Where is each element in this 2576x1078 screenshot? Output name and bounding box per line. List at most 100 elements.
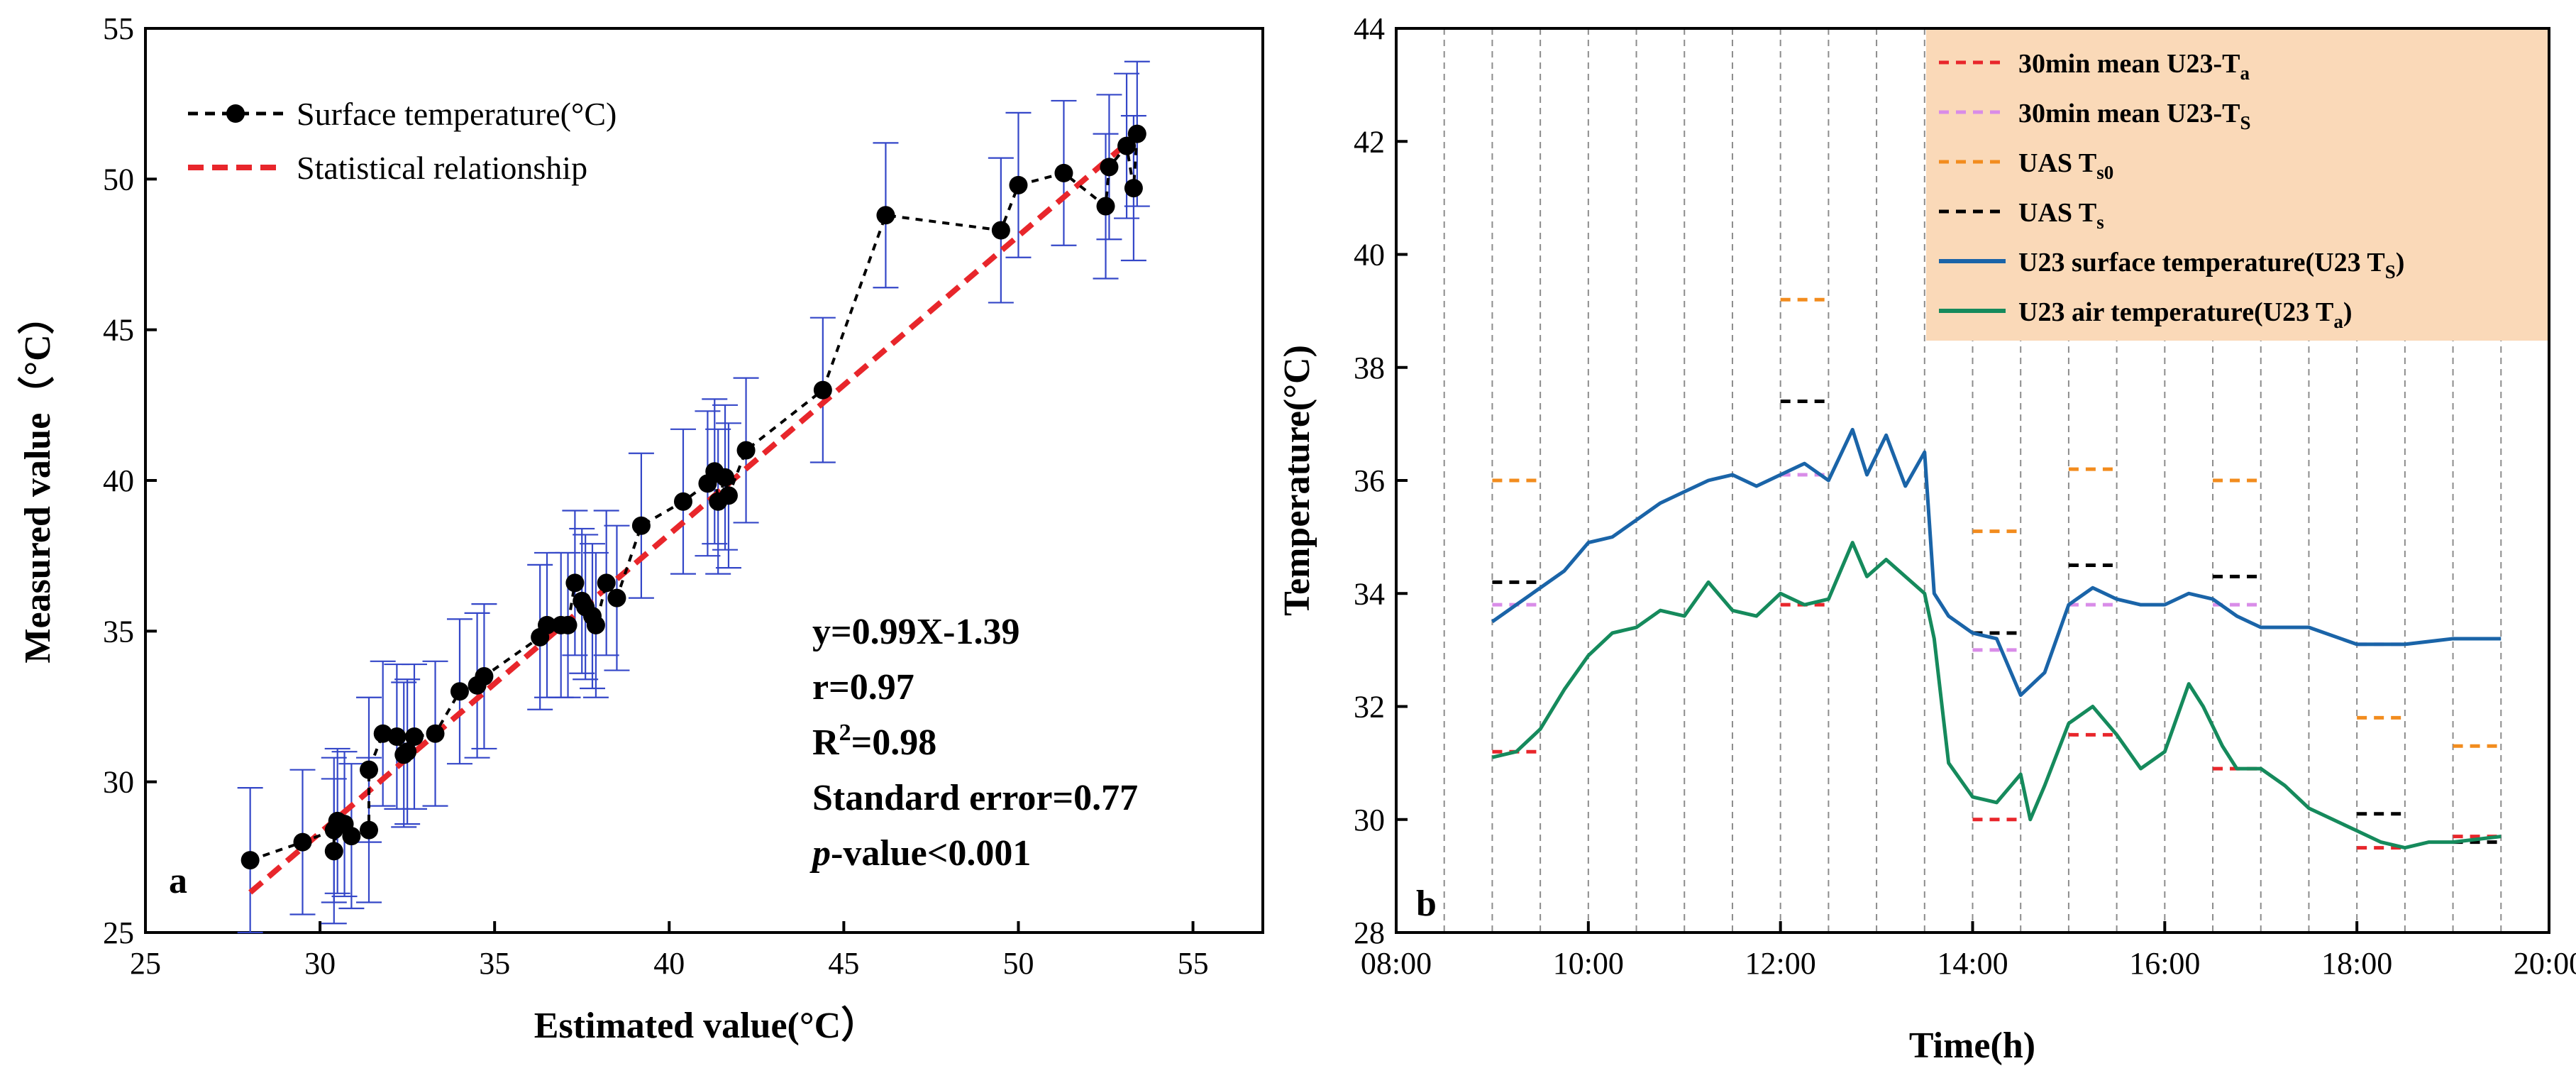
panel-a-ylabel: Measured value（°C） [17, 297, 58, 663]
x-tick-label-a: 25 [130, 946, 161, 981]
legend-b-sub: a [2240, 62, 2250, 84]
panel-a-points [241, 124, 1146, 870]
data-point [876, 206, 895, 225]
y-tick-label-a: 25 [103, 915, 134, 950]
x-tick-label-b: 10:00 [1553, 946, 1624, 981]
data-point [813, 380, 832, 400]
y-tick-label-a: 55 [103, 11, 134, 46]
x-tick-label-b: 16:00 [2129, 946, 2200, 981]
data-point [1009, 175, 1028, 194]
y-tick-label-b: 34 [1354, 576, 1385, 611]
data-point [719, 486, 738, 505]
panel-a-xlabel: Estimated value(°C） [534, 1005, 878, 1046]
panel-b-xlabel: Time(h) [1909, 1025, 2035, 1066]
regression-line [248, 132, 1139, 895]
stat-standard-error: Standard error=0.77 [812, 778, 1138, 818]
x-tick-label-b: 14:00 [1937, 946, 2008, 981]
data-point [426, 724, 445, 743]
data-point [360, 760, 378, 779]
legend-b-label-3: UAS Ts0 [2018, 148, 2113, 183]
legend-b-sub: a [2333, 311, 2343, 332]
data-point [1117, 136, 1137, 155]
y-tick-label-b: 40 [1354, 238, 1385, 273]
panel-a-ticks: 25 30 35 40 45 50 55 25 30 35 40 45 50 55 [103, 11, 1209, 981]
panel-a-stats: y=0.99X-1.39 r=0.97 R2=0.98 Standard err… [809, 612, 1138, 874]
series-line [1491, 541, 2502, 850]
data-point [586, 615, 605, 634]
x-tick-label-b: 20:00 [2514, 946, 2576, 981]
data-point [1054, 163, 1073, 182]
stat-p-value: p-value<0.001 [809, 833, 1031, 874]
y-tick-label-b: 42 [1354, 124, 1385, 159]
data-point [538, 615, 557, 634]
legend-b-text: 30min mean U23-T [2018, 49, 2240, 79]
panel-b-letter: b [1416, 884, 1437, 924]
panel-a-letter: a [169, 861, 187, 901]
data-point [565, 573, 585, 593]
y-tick-label-b: 32 [1354, 690, 1385, 725]
y-tick-label-a: 45 [103, 313, 134, 348]
legend-b-tail: ) [2343, 297, 2353, 327]
legend-b-tail: ) [2396, 248, 2405, 277]
x-tick-label-b: 08:00 [1361, 946, 1432, 981]
legend-b-sub: S [2240, 112, 2250, 133]
data-point [673, 492, 692, 511]
data-point [293, 832, 312, 852]
data-point [1100, 158, 1119, 177]
data-point [1127, 124, 1146, 143]
legend-b-text: 30min mean U23-T [2018, 99, 2240, 128]
y-tick-label-a: 40 [103, 463, 134, 498]
panel-b-mean-segments [1492, 297, 2502, 850]
legend-a-marker-1 [226, 104, 245, 123]
data-point [716, 468, 735, 487]
panel-a-error-bars [237, 60, 1150, 934]
x-tick-label-a: 35 [479, 946, 510, 981]
legend-b-text: U23 surface temperature(U23 T [2018, 248, 2385, 277]
panel-b-ticks: 08:00 10:00 12:00 14:00 16:00 18:00 20:00 28 30 3… [1354, 11, 2576, 981]
x-tick-label-b: 12:00 [1745, 946, 1816, 981]
x-tick-label-a: 50 [1002, 946, 1034, 981]
panel-a-legend: Surface temperature(°C) Statistical rela… [188, 96, 617, 186]
y-tick-label-a: 30 [103, 765, 134, 800]
data-point [736, 441, 756, 460]
legend-a-label-2: Statistical relationship [297, 150, 587, 186]
legend-b-text: UAS T [2018, 198, 2096, 228]
data-point [991, 221, 1010, 240]
legend-b-label-6: U23 air temperature(U23 Ta) [2018, 297, 2352, 332]
y-tick-label-a: 50 [103, 162, 134, 197]
stat-r2: R2=0.98 [812, 720, 936, 763]
panel-b-series-lines [1491, 427, 2502, 850]
legend-b-label-5: U23 surface temperature(U23 TS) [2018, 248, 2404, 282]
y-tick-label-b: 30 [1354, 803, 1385, 837]
data-point [360, 820, 378, 840]
legend-b-label-2: 30min mean U23-TS [2018, 99, 2250, 133]
y-tick-label-b: 44 [1354, 11, 1385, 46]
legend-b-text: U23 air temperature(U23 T [2018, 297, 2333, 327]
x-tick-label-a: 30 [304, 946, 336, 981]
data-point [597, 573, 616, 593]
legend-b-background [1926, 28, 2549, 341]
y-tick-label-b: 36 [1354, 463, 1385, 498]
data-point [1096, 197, 1115, 216]
legend-b-label-1: 30min mean U23-Ta [2018, 49, 2250, 84]
stat-r: r=0.97 [812, 667, 914, 708]
y-tick-label-b: 28 [1354, 915, 1385, 950]
data-point [631, 516, 651, 535]
stat-equation: y=0.99X-1.39 [812, 612, 1020, 652]
x-tick-label-a: 55 [1178, 946, 1209, 981]
data-point [558, 615, 577, 634]
panel-a: 25 30 35 40 45 50 55 25 30 35 40 45 50 55 Estimated v… [17, 11, 1264, 1046]
y-tick-label-a: 35 [103, 614, 134, 649]
data-point [475, 667, 494, 686]
legend-b-text: UAS T [2018, 148, 2096, 178]
legend-b-sub: s [2096, 211, 2104, 233]
data-point [607, 588, 626, 607]
data-point [404, 727, 424, 746]
legend-b-label-4: UAS Ts [2018, 198, 2104, 233]
data-point [342, 827, 361, 846]
legend-b-sub: s0 [2096, 162, 2113, 183]
x-tick-label-a: 40 [653, 946, 685, 981]
